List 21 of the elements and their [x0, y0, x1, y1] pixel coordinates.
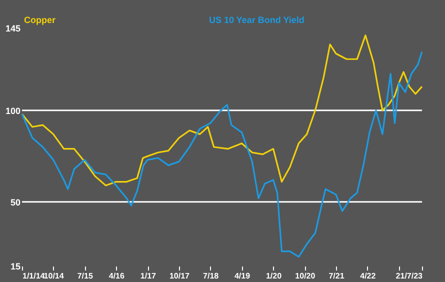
- x-tick-label: 7/15: [77, 272, 94, 280]
- x-tick-label: 7/18: [203, 272, 220, 280]
- line-series: [21, 34, 423, 186]
- line-series: [21, 51, 423, 258]
- y-tick-label: 145: [5, 24, 20, 34]
- x-tick-label: 1/1/14: [22, 272, 46, 280]
- text: US 10 Year Bond Yield: [209, 15, 304, 25]
- x-tick-label: 4/16: [108, 272, 125, 280]
- y-tick-label: 15: [10, 262, 20, 272]
- x-tick-label: 7/21: [328, 272, 345, 280]
- y-tick-label: 50: [10, 197, 20, 208]
- x-tick-label: 1/17: [140, 272, 157, 280]
- x-tick-label: 4/19: [234, 272, 251, 280]
- x-tick-label: 10/14: [44, 272, 64, 280]
- x-tick-label: 1/20: [266, 272, 282, 280]
- x-tick-label: 4/22: [360, 272, 376, 280]
- text: Copper: [24, 15, 56, 25]
- x-tick-label: 10/20: [295, 272, 316, 280]
- x-tick-label: 21/7/23: [396, 272, 424, 280]
- x-tick-label: 10/17: [169, 272, 190, 280]
- y-tick-label: 100: [5, 106, 20, 116]
